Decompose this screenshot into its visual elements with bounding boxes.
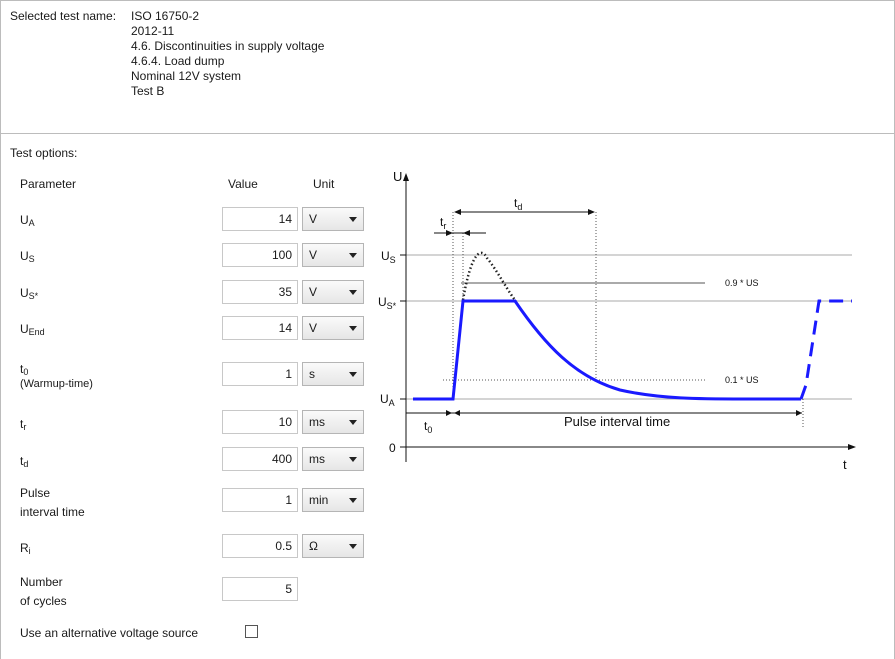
arrowhead-icon bbox=[454, 410, 460, 416]
chevron-down-icon bbox=[349, 217, 357, 222]
level-09-label: 0.9 * US bbox=[725, 278, 759, 288]
ua-axis-label: UA bbox=[380, 392, 395, 408]
level-01-label: 0.1 * US bbox=[725, 375, 759, 385]
param-pulse-interval-label: Pulse bbox=[20, 486, 51, 500]
t0-value-input[interactable]: 1 bbox=[222, 362, 298, 386]
param-ri-label: Ri bbox=[20, 541, 31, 556]
uend-unit-value: V bbox=[309, 321, 318, 335]
usstar-unit-value: V bbox=[309, 285, 318, 299]
selected-test-line: ISO 16750-2 bbox=[131, 9, 200, 23]
chevron-down-icon bbox=[349, 253, 357, 258]
chevron-down-icon bbox=[349, 544, 357, 549]
load-dump-diagram: U t 0 US US* UA td tr t0 Pulse interval … bbox=[378, 169, 856, 472]
chevron-down-icon bbox=[349, 372, 357, 377]
arrowhead-icon bbox=[463, 230, 470, 236]
us-value-input[interactable]: 100 bbox=[222, 243, 298, 267]
alt-source-label: Use an alternative voltage source bbox=[20, 626, 199, 640]
usstar-unit-select[interactable]: V bbox=[302, 280, 364, 304]
tr-unit-value: ms bbox=[309, 415, 325, 429]
t0-label: t0 bbox=[424, 419, 432, 435]
chevron-down-icon bbox=[349, 457, 357, 462]
us-axis-label: US bbox=[381, 249, 396, 265]
param-pulse-interval-label2: interval time bbox=[20, 505, 85, 519]
chevron-down-icon bbox=[349, 498, 357, 503]
pulse-interval-value-input[interactable]: 1 bbox=[222, 488, 298, 512]
param-uend-label: UEnd bbox=[20, 322, 45, 337]
alt-source-checkbox[interactable] bbox=[245, 625, 258, 638]
selected-test-label: Selected test name: bbox=[10, 9, 117, 23]
pulse-curve bbox=[413, 299, 801, 401]
col-unit-header: Unit bbox=[313, 177, 335, 191]
param-tr-label: tr bbox=[20, 417, 27, 432]
selected-test-line: 4.6. Discontinuities in supply voltage bbox=[131, 39, 325, 53]
chevron-down-icon bbox=[349, 290, 357, 295]
uend-unit-select[interactable]: V bbox=[302, 316, 364, 340]
param-usstar-label: US* bbox=[20, 286, 39, 301]
arrowhead-icon bbox=[588, 209, 595, 215]
param-ua-label: UA bbox=[20, 213, 35, 228]
col-parameter-header: Parameter bbox=[20, 177, 77, 191]
us-unit-select[interactable]: V bbox=[302, 243, 364, 267]
usstar-value-input[interactable]: 35 bbox=[222, 280, 298, 304]
param-t0-sublabel: (Warmup-time) bbox=[20, 378, 93, 390]
td-unit-select[interactable]: ms bbox=[302, 447, 364, 471]
td-label: td bbox=[514, 196, 522, 212]
cycles-value-input[interactable]: 5 bbox=[222, 577, 298, 601]
outer-top-border bbox=[0, 0, 895, 1]
selected-test-line: 4.6.4. Load dump bbox=[131, 54, 225, 68]
uend-value-input[interactable]: 14 bbox=[222, 316, 298, 340]
arrowhead-icon bbox=[454, 209, 461, 215]
us-unit-value: V bbox=[309, 248, 318, 262]
tr-value-input[interactable]: 10 bbox=[222, 410, 298, 434]
section-divider bbox=[0, 133, 895, 134]
pulse-interval-unit-select[interactable]: min bbox=[302, 488, 364, 512]
zero-label: 0 bbox=[389, 441, 396, 455]
usstar-axis-label: US* bbox=[378, 295, 397, 311]
chevron-down-icon bbox=[349, 420, 357, 425]
outer-left-border bbox=[0, 0, 1, 659]
ua-unit-value: V bbox=[309, 212, 318, 226]
param-cycles-label2: of cycles bbox=[20, 594, 67, 608]
param-cycles-label: Number bbox=[20, 575, 63, 589]
td-value-input[interactable]: 400 bbox=[222, 447, 298, 471]
next-pulse-curve bbox=[799, 299, 852, 400]
selected-test-line: Test B bbox=[131, 84, 165, 98]
param-td-label: td bbox=[20, 454, 29, 469]
x-axis-label: t bbox=[843, 457, 847, 472]
param-t0-label: t0 bbox=[20, 362, 29, 377]
param-us-label: US bbox=[20, 249, 35, 264]
pulse-interval-label: Pulse interval time bbox=[564, 414, 670, 429]
ri-value-input[interactable]: 0.5 bbox=[222, 534, 298, 558]
tr-unit-select[interactable]: ms bbox=[302, 410, 364, 434]
t0-unit-select[interactable]: s bbox=[302, 362, 364, 386]
arrowhead-icon bbox=[848, 444, 856, 450]
ua-unit-select[interactable]: V bbox=[302, 207, 364, 231]
selected-test-line: Nominal 12V system bbox=[131, 69, 242, 83]
pulse-interval-unit-value: min bbox=[309, 493, 329, 507]
ri-unit-select[interactable]: Ω bbox=[302, 534, 364, 558]
arrowhead-icon bbox=[796, 410, 802, 416]
arrowhead-icon bbox=[446, 410, 452, 416]
t0-unit-value: s bbox=[309, 367, 315, 381]
selected-test-line: 2012-11 bbox=[131, 24, 175, 38]
test-options-title: Test options: bbox=[10, 146, 78, 160]
unclamped-peak-curve bbox=[461, 251, 517, 302]
arrowhead-icon bbox=[403, 173, 409, 181]
td-unit-value: ms bbox=[309, 452, 325, 466]
y-axis-label: U bbox=[393, 169, 402, 184]
chevron-down-icon bbox=[349, 326, 357, 331]
ri-unit-value: Ω bbox=[309, 539, 318, 553]
arrowhead-icon bbox=[446, 230, 453, 236]
ua-value-input[interactable]: 14 bbox=[222, 207, 298, 231]
tr-label: tr bbox=[440, 215, 446, 231]
col-value-header: Value bbox=[228, 177, 258, 191]
